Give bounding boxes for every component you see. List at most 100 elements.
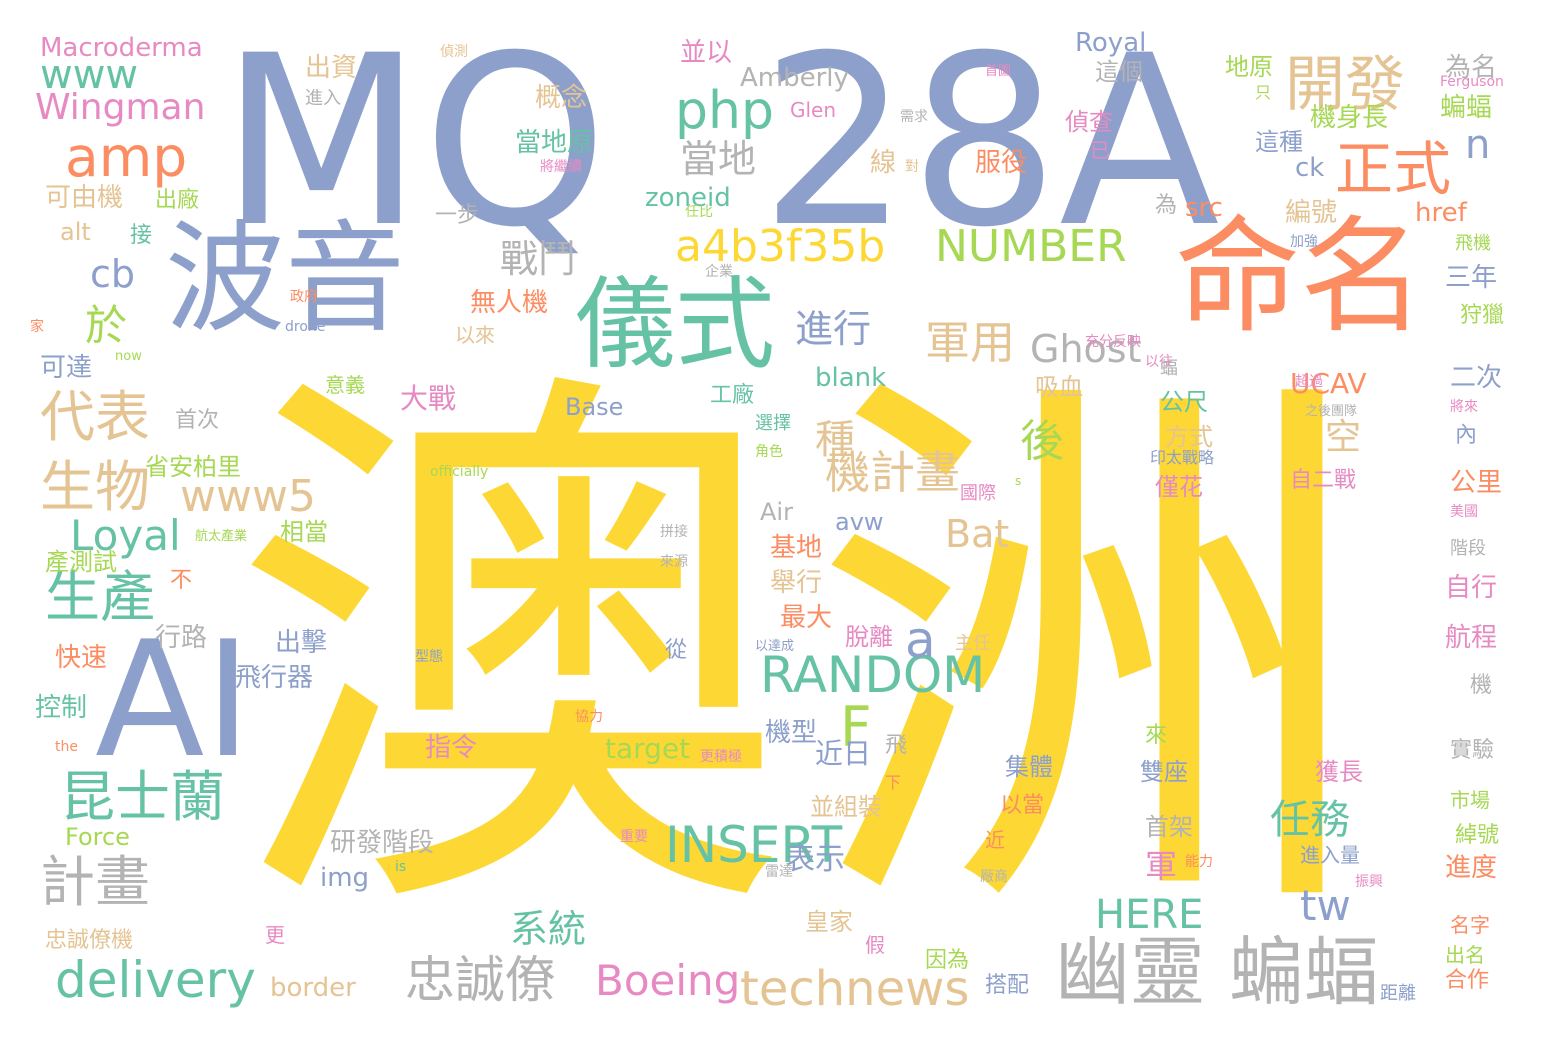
word-25: 生物 xyxy=(40,455,151,519)
word-180: 將來 xyxy=(1450,399,1478,415)
word-17: RANDOM xyxy=(760,646,986,704)
word-73: 這個 xyxy=(1095,58,1143,86)
word-35: 進行 xyxy=(795,307,872,351)
word-22: 計畫 xyxy=(40,850,151,914)
word-26: 生產 xyxy=(45,565,156,629)
word-179: 美國 xyxy=(1450,504,1478,520)
word-119: 首架 xyxy=(1145,813,1193,841)
word-3: 命名 xyxy=(1175,205,1425,350)
word-195: s xyxy=(1015,474,1022,488)
word-34: Ghost xyxy=(1030,327,1142,371)
word-95: 出擊 xyxy=(275,628,328,658)
word-88: 首次 xyxy=(175,408,220,433)
word-98: 基地 xyxy=(770,533,823,563)
word-117: 以當 xyxy=(1000,793,1045,818)
word-58: Base xyxy=(565,393,624,421)
word-29: Loyal xyxy=(70,511,181,560)
word-165: 型態 xyxy=(415,649,443,665)
word-32: 種 xyxy=(815,417,855,463)
word-118: 獲長 xyxy=(1315,758,1363,786)
word-158: officially xyxy=(430,464,489,480)
word-127: 公里 xyxy=(1450,468,1503,498)
word-175: 厰商 xyxy=(980,869,1008,885)
word-9: amp xyxy=(65,125,188,189)
word-87: 大戰 xyxy=(400,382,457,415)
word-15: NUMBER xyxy=(935,221,1127,272)
word-160: 拼接 xyxy=(660,524,688,540)
word-125: 狩獵 xyxy=(1460,303,1505,328)
word-143: 為 xyxy=(1155,193,1178,218)
word-19: technews xyxy=(740,961,970,1017)
word-7: 開發 xyxy=(1285,50,1405,120)
word-146: 政府 xyxy=(290,289,318,305)
word-39: a xyxy=(905,611,936,669)
word-176: 更 xyxy=(265,923,285,947)
word-102: 近日 xyxy=(815,737,872,770)
word-2: 28A xyxy=(760,6,1220,279)
word-151: 以往 xyxy=(1145,354,1173,370)
word-16: 幽靈 蝙蝠 xyxy=(1055,928,1379,1016)
word-57: UCAV xyxy=(1290,367,1367,400)
word-148: now xyxy=(115,349,142,364)
word-155: 國際 xyxy=(960,483,996,504)
word-0: 澳洲 xyxy=(230,329,1390,981)
word-170: 重要 xyxy=(620,829,648,845)
word-44: HERE xyxy=(1095,892,1204,938)
word-92: 快速 xyxy=(55,643,108,673)
word-42: 任務 xyxy=(1270,797,1350,843)
word-105: 表示 xyxy=(785,842,845,877)
word-61: target xyxy=(605,732,691,765)
word-41: Bat xyxy=(945,512,1010,556)
word-31: 機計畫 xyxy=(825,446,961,499)
word-50: 概念 xyxy=(535,83,588,113)
word-6: 儀式 xyxy=(575,266,775,383)
word-111: 僅花 xyxy=(1155,473,1203,501)
word-64: Force xyxy=(65,823,130,851)
word-71: 蝙蝠 xyxy=(1440,93,1493,123)
word-75: 地原 xyxy=(1225,53,1273,81)
word-173: is xyxy=(395,859,407,875)
word-134: 名字 xyxy=(1450,913,1490,937)
word-116: 集體 xyxy=(1005,753,1053,781)
word-40: F xyxy=(840,695,872,759)
word-154: 印太戰略 xyxy=(1150,448,1215,467)
word-184: 階段 xyxy=(1450,538,1486,559)
word-138: Ferguson xyxy=(1440,74,1504,90)
word-90: 相當 xyxy=(280,518,328,546)
word-56: blank xyxy=(815,363,887,393)
word-174: 振興 xyxy=(1355,874,1383,890)
word-112: 空 xyxy=(1325,417,1362,458)
word-167: the xyxy=(55,739,78,755)
word-178: 近 xyxy=(985,828,1005,852)
word-67: 出資 xyxy=(305,53,358,83)
word-182: 加強 xyxy=(1290,234,1318,250)
word-82: 接 xyxy=(130,223,153,248)
word-37: 當地 xyxy=(680,137,757,181)
word-128: 內 xyxy=(1455,423,1478,448)
word-60: Air xyxy=(760,498,793,526)
word-76: 服役 xyxy=(975,148,1028,178)
word-74: 偵查 xyxy=(1065,108,1113,136)
word-1: MQ xyxy=(220,6,608,279)
word-168: 更積極 xyxy=(700,749,742,765)
word-110: 方式 xyxy=(1165,423,1213,451)
word-149: 家 xyxy=(30,319,44,335)
word-91: 產測試 xyxy=(45,548,117,576)
word-136: 合作 xyxy=(1445,968,1490,993)
word-27: 於 xyxy=(85,301,128,350)
word-101: 機型 xyxy=(765,718,818,748)
word-80: 可由機 xyxy=(45,183,124,213)
word-104: 研發階段 xyxy=(330,828,435,858)
word-152: 超過 xyxy=(1295,374,1323,390)
word-164: 主任 xyxy=(955,633,991,654)
word-62: img xyxy=(320,863,370,893)
word-140: 已 xyxy=(1090,138,1110,162)
word-63: border xyxy=(270,973,356,1003)
word-163: 以達成 xyxy=(755,639,795,654)
word-123: 二次 xyxy=(1450,363,1503,393)
word-131: 市場 xyxy=(1450,788,1490,812)
word-192: 對 xyxy=(905,159,919,175)
word-21: 忠誠僚 xyxy=(405,951,555,1009)
word-85: 以來 xyxy=(455,323,495,347)
